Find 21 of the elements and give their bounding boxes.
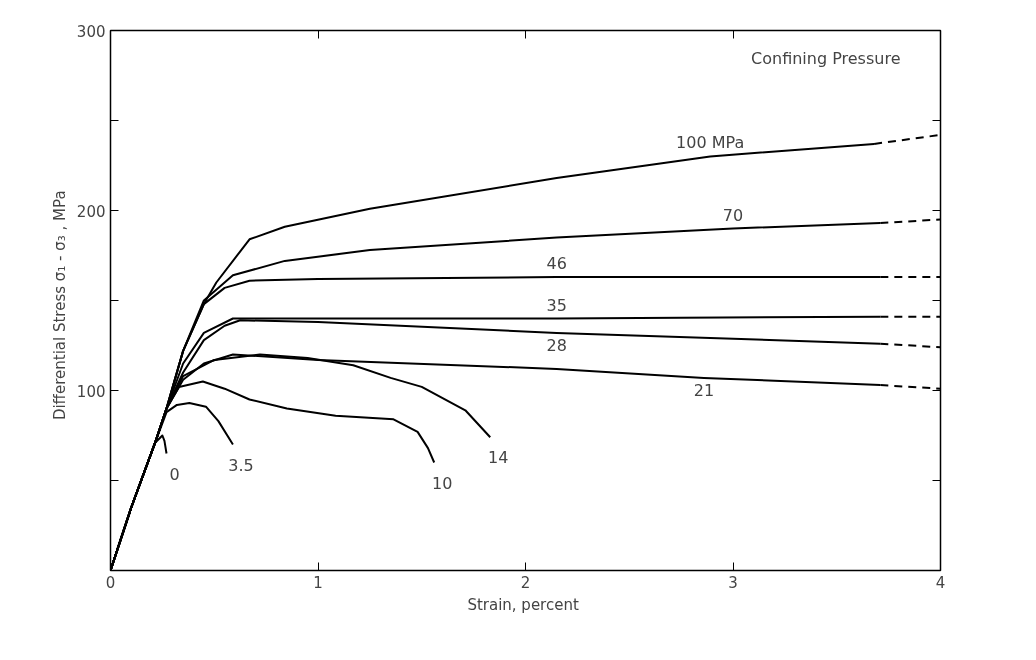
series-label: 10 bbox=[432, 473, 453, 493]
x-tick-label: 3 bbox=[728, 573, 738, 592]
y-tick-label: 200 bbox=[76, 202, 106, 221]
x-axis-title: Strain, percent bbox=[467, 595, 579, 614]
x-tick-label: 1 bbox=[313, 573, 323, 592]
y-axis-title: Differential Stress σ₁ - σ₃ , MPa bbox=[50, 190, 69, 421]
annotation: Confining Pressure bbox=[751, 49, 901, 68]
series-label: 14 bbox=[488, 448, 509, 468]
series-label: 70 bbox=[722, 205, 744, 225]
x-tick-label: 0 bbox=[105, 573, 116, 592]
series-label: 28 bbox=[546, 335, 567, 355]
x-tick-label: 2 bbox=[520, 573, 531, 592]
series-label: 3.5 bbox=[228, 455, 254, 475]
series-label: 35 bbox=[546, 295, 567, 315]
x-tick-label: 4 bbox=[935, 573, 946, 592]
series-label: 46 bbox=[546, 254, 567, 274]
y-tick-label: 300 bbox=[76, 22, 106, 41]
series-label: 100 MPa bbox=[676, 133, 745, 152]
series-label: 0 bbox=[169, 464, 180, 484]
y-tick-label: 100 bbox=[76, 382, 106, 401]
series-label: 21 bbox=[693, 380, 715, 400]
